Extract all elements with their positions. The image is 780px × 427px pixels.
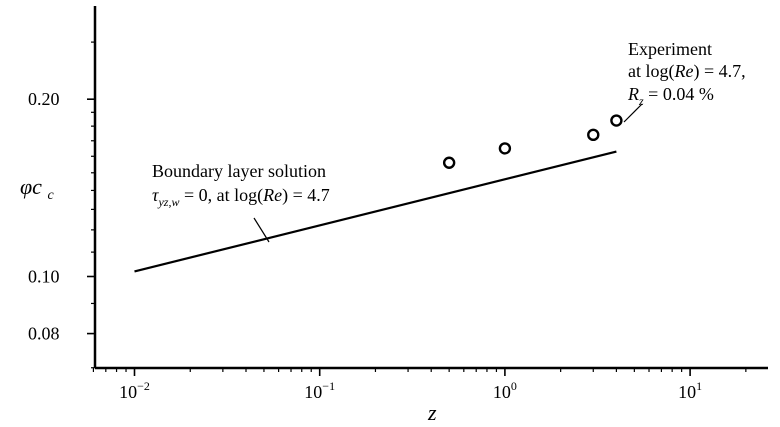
data-point-experiment [498, 142, 512, 155]
y-tick-label: 0.10 [28, 267, 60, 287]
x-tick-base: 10 [119, 382, 137, 402]
boundary-eq: = 0, at log( [179, 185, 263, 206]
boundary-re: Re [262, 185, 282, 205]
x-tick-exponent: −1 [322, 379, 335, 393]
exp-pre: at log( [628, 61, 675, 82]
y-ticks: 0.08 0.10 0.20 [28, 41, 95, 369]
annotation-boundary-line1: Boundary layer solution [152, 161, 326, 181]
series-line-boundary-layer [134, 150, 617, 273]
x-tick-label: 100 [493, 379, 517, 402]
r-symbol: R [627, 84, 639, 104]
annotation-boundary: Boundary layer solution τyz,w = 0, at lo… [152, 161, 330, 243]
data-point-experiment [610, 114, 623, 127]
annotation-experiment-line2: at log(Re) = 4.7, [628, 61, 746, 82]
y-tick-label: 0.20 [28, 89, 60, 109]
data-point-experiment [587, 128, 600, 142]
x-tick-exponent: 1 [696, 379, 702, 393]
series-layer [134, 114, 623, 273]
x-tick-exponent: 0 [511, 379, 517, 393]
data-point-experiment [442, 156, 456, 169]
tau-symbol: τ [152, 185, 159, 205]
annotation-boundary-pointer [253, 217, 270, 243]
tau-subscript: yz,w [157, 195, 179, 209]
y-axis-label: φc c [20, 174, 54, 203]
annotation-experiment-pointer [623, 103, 643, 123]
x-tick-base: 10 [678, 382, 696, 402]
annotation-experiment-line1: Experiment [628, 39, 712, 59]
annotation-experiment: Experiment at log(Re) = 4.7, Rz = 0.04 % [623, 39, 746, 123]
y-tick-label: 0.08 [28, 324, 60, 344]
x-tick-label: 101 [678, 379, 702, 402]
boundary-end: ) = 4.7 [282, 185, 330, 206]
annotation-experiment-line3: Rz = 0.04 % [627, 84, 714, 108]
x-tick-label: 10−1 [304, 379, 335, 402]
r-subscript: z [638, 94, 644, 108]
x-tick-base: 10 [493, 382, 511, 402]
x-axis-label: z [427, 400, 437, 425]
x-tick-exponent: −2 [137, 379, 150, 393]
annotation-boundary-line2: τyz,w = 0, at log(Re) = 4.7 [152, 185, 330, 209]
x-tick-label: 10−2 [119, 379, 150, 402]
x-tick-base: 10 [304, 382, 322, 402]
x-ticks: 10−2 10−1 100 101 [92, 368, 747, 402]
r-eq: = 0.04 % [644, 84, 714, 104]
exp-re: Re [674, 61, 694, 81]
x-axis: 10−2 10−1 100 101 [92, 366, 768, 402]
y-axis-label-main: φc [20, 174, 42, 199]
y-axis: 0.08 0.10 0.20 [28, 6, 97, 369]
y-axis-label-subscript: c [47, 188, 54, 203]
exp-end: ) = 4.7, [693, 61, 745, 82]
